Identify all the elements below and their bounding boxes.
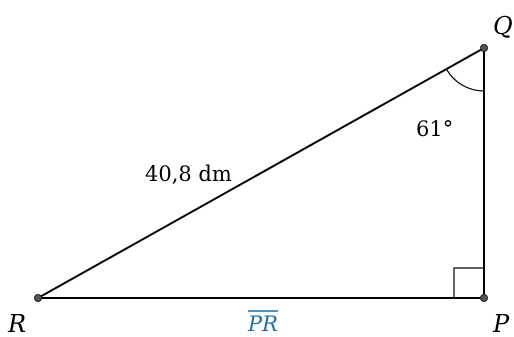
- vertex-label-q: Q: [493, 12, 513, 40]
- right-angle-marker: [453, 267, 484, 298]
- vertex-label-p: P: [492, 310, 510, 337]
- point-p: [480, 294, 488, 302]
- angle-q-label: 61°: [416, 117, 453, 141]
- vertex-label-r: R: [7, 310, 26, 337]
- hypotenuse-length-label: 40,8 dm: [145, 162, 232, 186]
- segment-pr-label: PR: [247, 312, 278, 336]
- point-r: [34, 294, 42, 302]
- point-q: [480, 44, 488, 52]
- angle-arc-q: [445, 68, 485, 92]
- side-rq: [37, 47, 485, 299]
